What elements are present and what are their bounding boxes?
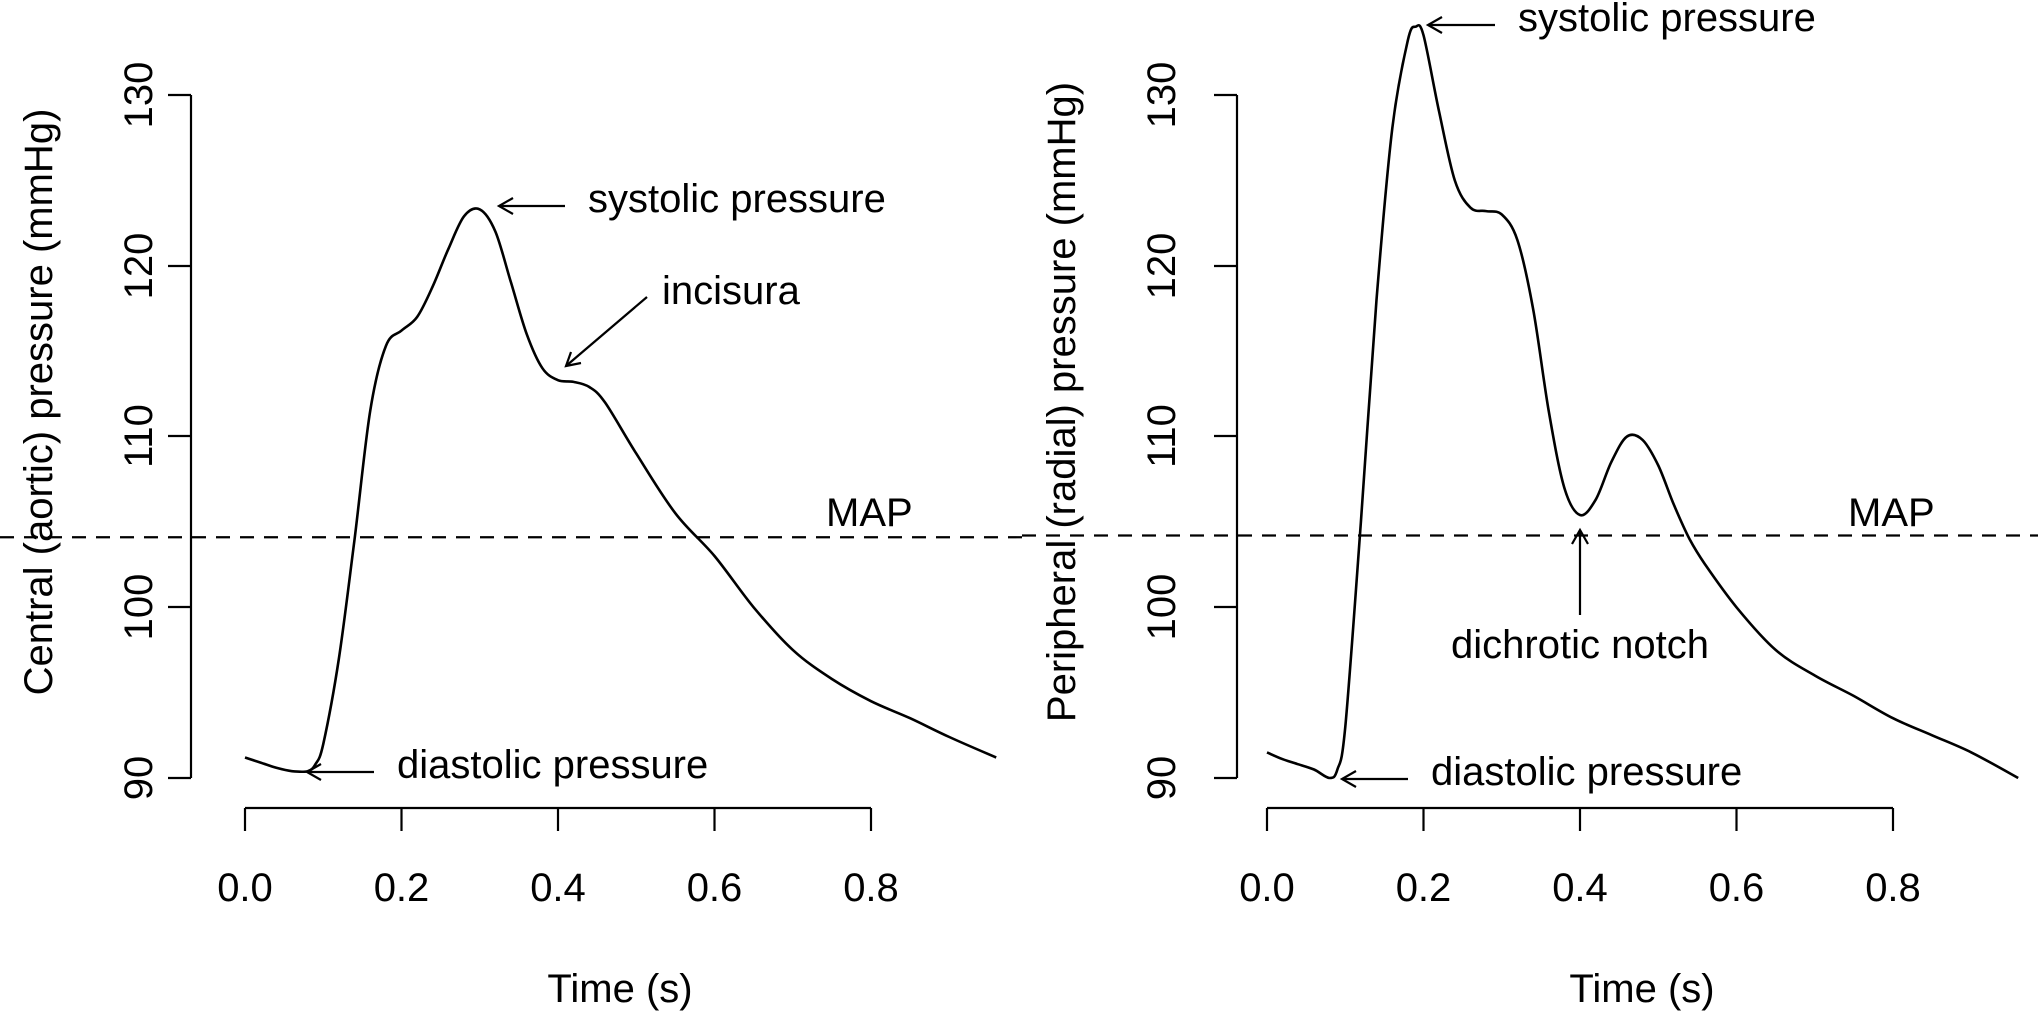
central-incisura-label: incisura — [662, 269, 801, 313]
central-y-tick-label-130: 130 — [117, 62, 161, 129]
central-x-tick-label-0: 0.0 — [217, 866, 273, 910]
peripheral-y-tick-label-110: 110 — [1140, 404, 1184, 468]
peripheral-y-axis-title: Peripheral (radial) pressure (mmHg) — [1040, 82, 1084, 722]
peripheral-dichrotic-label: dichrotic notch — [1451, 623, 1709, 667]
central-pressure-panel: 90 100 110 120 130 Central (aortic) pres… — [0, 62, 1022, 1011]
peripheral-map-label: MAP — [1848, 491, 1935, 535]
peripheral-systolic-arrowhead — [1425, 16, 1443, 34]
central-y-tick-label-90: 90 — [117, 756, 161, 801]
peripheral-x-tick-label-3: 0.6 — [1709, 866, 1765, 910]
peripheral-systolic-label: systolic pressure — [1518, 0, 1816, 40]
peripheral-pressure-curve — [1266, 23, 2019, 780]
central-map-label: MAP — [826, 491, 913, 535]
central-x-tick-label-4: 0.8 — [843, 866, 899, 910]
central-diastolic-label: diastolic pressure — [397, 743, 708, 787]
peripheral-x-tick-label-0: 0.0 — [1239, 866, 1295, 910]
central-incisura-arrow-shaft — [565, 296, 648, 367]
peripheral-dichrotic-arrowhead — [1571, 527, 1589, 545]
central-x-tick-label-3: 0.6 — [687, 866, 743, 910]
central-x-tick-label-1: 0.2 — [374, 866, 430, 910]
peripheral-y-tick-label-100: 100 — [1140, 574, 1184, 641]
central-systolic-arrowhead — [496, 197, 514, 215]
central-y-tick-label-110: 110 — [117, 404, 161, 468]
central-diastolic-arrowhead — [304, 763, 322, 781]
peripheral-x-tick-label-4: 0.8 — [1865, 866, 1921, 910]
peripheral-y-tick-label-120: 120 — [1140, 233, 1184, 300]
peripheral-y-tick-label-90: 90 — [1140, 756, 1184, 801]
peripheral-x-tick-label-2: 0.4 — [1552, 866, 1608, 910]
central-y-tick-label-120: 120 — [117, 233, 161, 300]
central-systolic-label: systolic pressure — [588, 177, 886, 221]
central-pressure-curve — [244, 207, 997, 774]
central-incisura-arrowhead — [564, 351, 582, 368]
peripheral-x-tick-label-1: 0.2 — [1396, 866, 1452, 910]
peripheral-x-axis-title: Time (s) — [1569, 967, 1714, 1011]
peripheral-pressure-panel: 90 100 110 120 130 Peripheral (radial) p… — [1022, 0, 2038, 1011]
central-x-tick-label-2: 0.4 — [530, 866, 586, 910]
central-y-tick-label-100: 100 — [117, 574, 161, 641]
central-x-axis-title: Time (s) — [547, 967, 692, 1011]
peripheral-diastolic-arrowhead — [1339, 770, 1357, 788]
central-y-axis-title: Central (aortic) pressure (mmHg) — [17, 109, 61, 696]
peripheral-diastolic-label: diastolic pressure — [1431, 750, 1742, 794]
peripheral-y-tick-label-130: 130 — [1140, 62, 1184, 129]
